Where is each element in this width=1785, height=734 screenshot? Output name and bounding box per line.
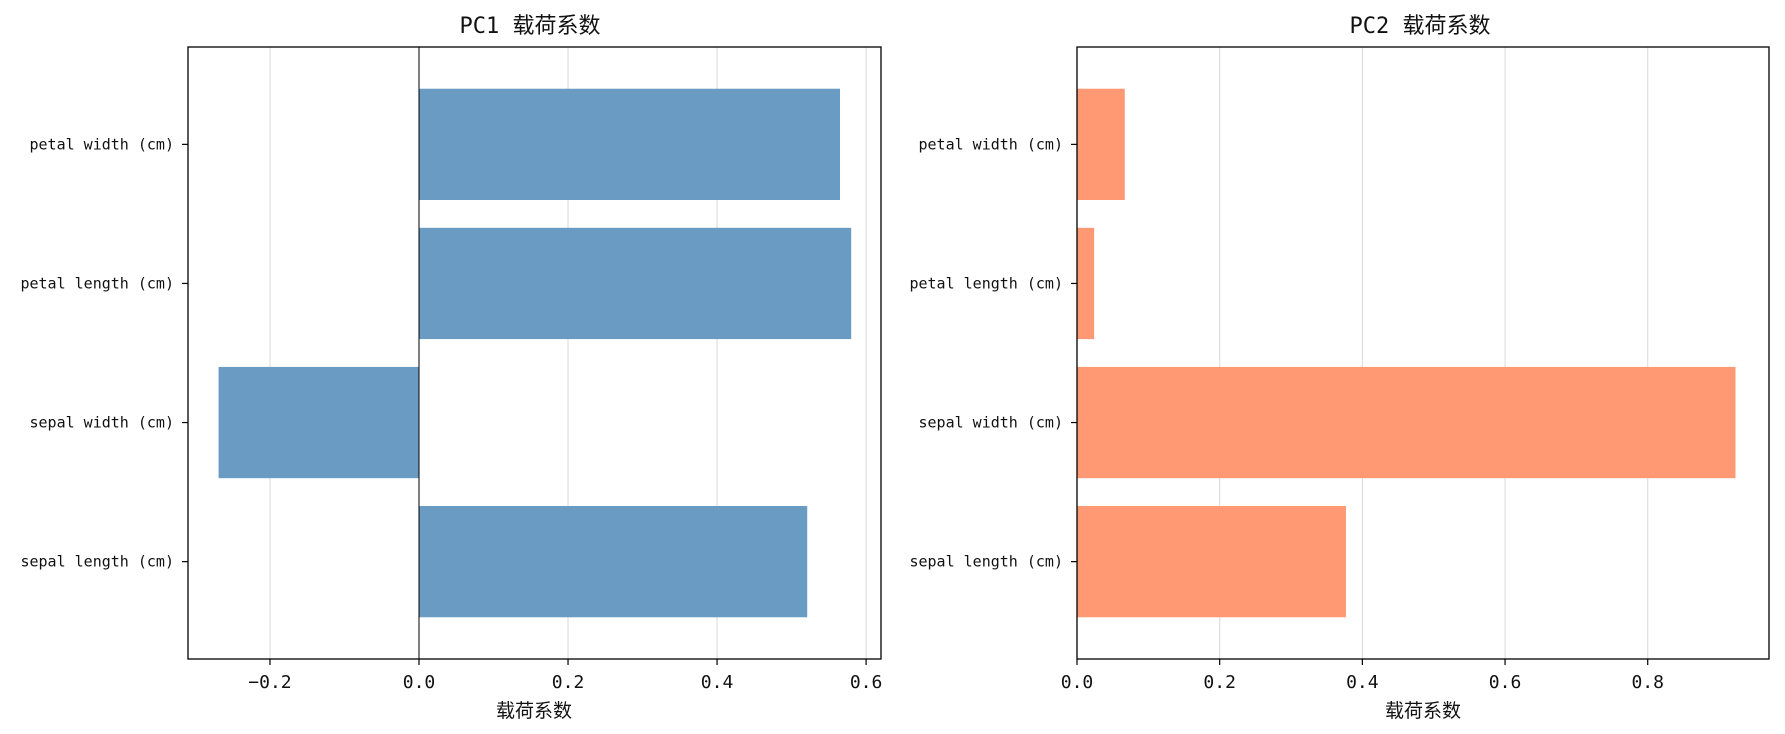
x-tick-label: 0.0 [1061,672,1094,693]
bar [218,366,419,479]
x-tick-label: 0.6 [850,672,883,693]
chart-title: PC2 载荷系数 [1350,14,1491,39]
y-tick-label: petal length (cm) [20,274,174,292]
bar [1077,88,1125,200]
y-tick-label: sepal width (cm) [30,414,175,432]
x-tick-label: 0.4 [1346,672,1379,693]
x-tick-label: 0.6 [1489,672,1522,693]
x-axis-label: 载荷系数 [496,700,572,722]
y-tick-label: petal width (cm) [30,135,175,153]
pc1-loadings-chart: PC1 载荷系数 −0.2 0.0 0.2 0.4 0.6 sepal length (… [20,14,882,722]
bar [419,88,841,200]
y-tick-label: petal width (cm) [919,135,1064,153]
bar [419,506,808,618]
y-tick-label: petal length (cm) [909,274,1063,292]
y-tick-label: sepal length (cm) [909,553,1063,571]
x-tick-label: 0.2 [1203,672,1236,693]
x-tick-label: 0.8 [1631,672,1664,693]
x-tick-label: 0.0 [403,672,436,693]
bar [419,227,852,340]
plot-frame [187,46,882,660]
x-axis-label: 载荷系数 [1385,700,1461,722]
bar [1077,227,1095,340]
pc2-loadings-chart: PC2 载荷系数 0.0 0.2 0.4 0.6 0.8 sepal length (c… [909,14,1770,722]
plot-frame [1076,46,1770,660]
bar [1077,506,1346,618]
x-tick-label: 0.4 [701,672,734,693]
bar [1077,366,1736,479]
x-tick-label: 0.2 [552,672,585,693]
chart-title: PC1 载荷系数 [460,14,601,39]
y-tick-label: sepal length (cm) [20,553,174,571]
y-tick-label: sepal width (cm) [919,414,1064,432]
x-tick-label: −0.2 [248,672,291,693]
